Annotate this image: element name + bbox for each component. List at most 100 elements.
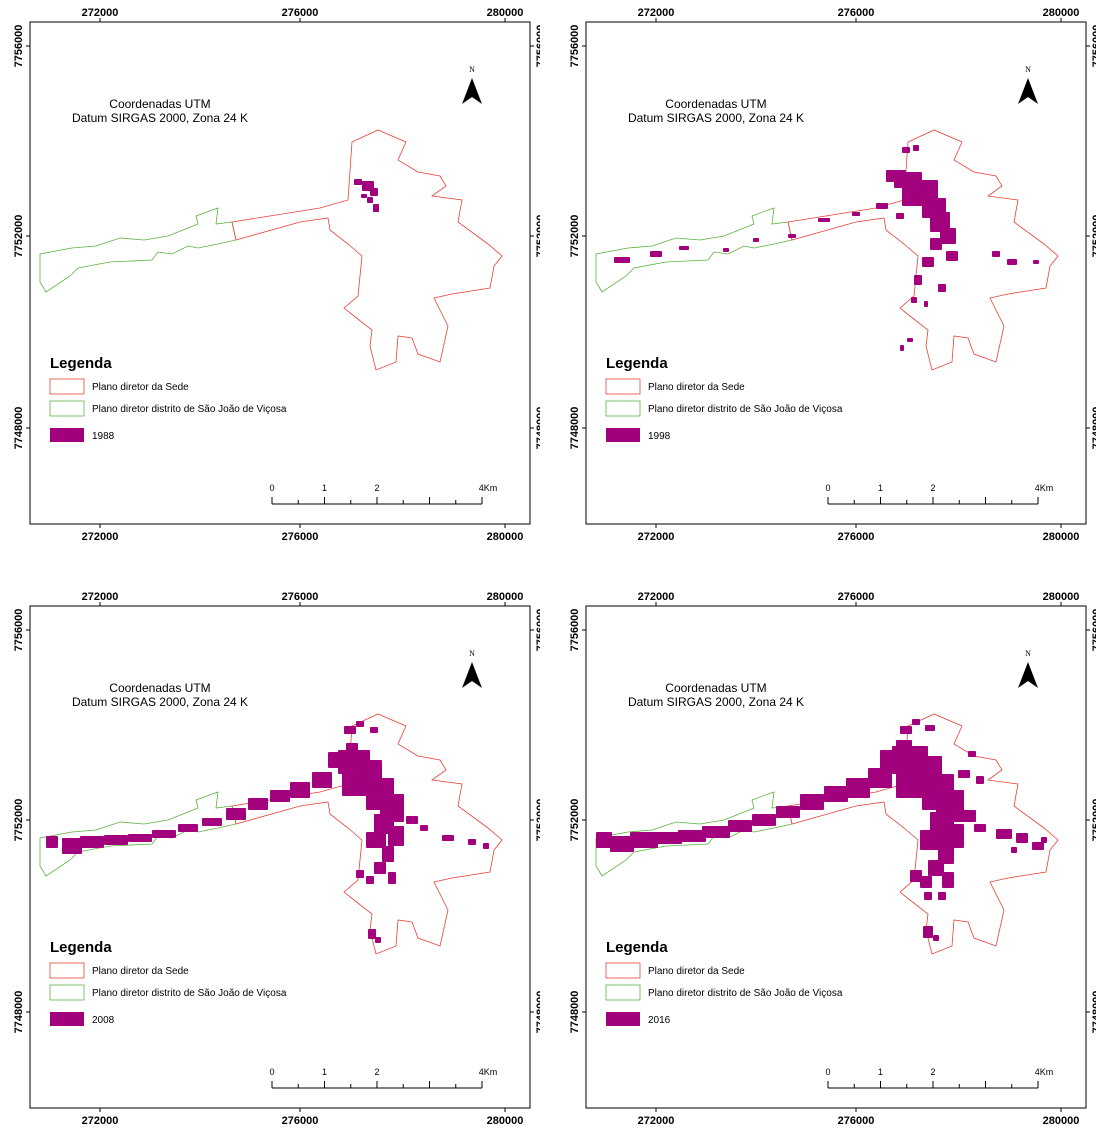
urban-patch <box>178 824 198 832</box>
scale-label: 4Km <box>479 483 498 493</box>
legend-swatch-year <box>50 428 84 442</box>
legend: Legenda Plano diretor da Sede Plano direto… <box>49 939 287 1026</box>
urban-patch <box>388 826 404 846</box>
urban-patch <box>728 820 752 832</box>
urban-patch <box>924 301 928 307</box>
map-svg: 272000 272000 276000 276000 280000 280000 7756… <box>569 591 1096 1127</box>
map-panel-2016: 272000 272000 276000 276000 280000 280000 7756… <box>556 584 1096 1144</box>
bottom-tick-label: 272000 <box>638 531 675 543</box>
utm-title: Coordenadas UTM <box>109 97 210 111</box>
urban-patch <box>914 275 922 285</box>
legend-label-year: 1998 <box>648 431 671 442</box>
bottom-tick-label: 272000 <box>638 1115 675 1127</box>
urban-patch <box>852 212 860 216</box>
legend: Legenda Plano diretor da Sede Plano direto… <box>49 355 287 442</box>
right-tick-label: 7748000 <box>535 407 540 450</box>
urban-patch <box>483 843 489 849</box>
right-tick-label: 7756000 <box>1091 25 1096 68</box>
urban-patch <box>996 829 1012 839</box>
urban-patch <box>846 778 870 798</box>
urban-patch <box>944 824 964 848</box>
urban-patch <box>226 808 246 820</box>
right-tick-label: 7756000 <box>535 25 540 68</box>
top-tick-label: 280000 <box>1043 591 1080 603</box>
left-tick-label: 7748000 <box>569 407 581 450</box>
urban-area-layer <box>354 179 379 212</box>
urban-patch <box>788 234 796 238</box>
legend-label-sede: Plano diretor da Sede <box>648 382 745 393</box>
urban-patch <box>824 786 848 802</box>
urban-patch <box>610 836 634 852</box>
urban-patch <box>290 782 310 798</box>
legend-title: Legenda <box>606 355 668 372</box>
utm-title: Coordenadas UTM <box>665 681 766 695</box>
right-tick-label: 7748000 <box>1091 407 1096 450</box>
map-frame <box>29 605 531 1109</box>
north-label: N <box>469 65 475 74</box>
legend-label-sede: Plano diretor da Sede <box>648 966 745 977</box>
urban-patch <box>375 937 381 943</box>
urban-patch <box>80 836 104 848</box>
urban-patch <box>894 172 922 188</box>
scale-bar: 0 1 2 4Km <box>825 483 1054 505</box>
left-tick-label: 7756000 <box>569 25 581 68</box>
map-frame <box>585 605 1087 1109</box>
urban-patch <box>942 872 954 888</box>
urban-patch <box>876 203 888 209</box>
urban-patch <box>976 776 984 784</box>
urban-patch <box>650 251 662 257</box>
legend-swatch-district <box>605 400 641 417</box>
urban-patch <box>753 238 759 242</box>
scale-label: 0 <box>269 483 274 493</box>
urban-patch <box>902 147 910 153</box>
datum-label: Datum SIRGAS 2000, Zona 24 K <box>72 695 248 709</box>
legend-swatch-district <box>605 984 641 1001</box>
urban-patch <box>958 770 970 778</box>
urban-patch <box>960 810 976 822</box>
urban-patch <box>406 816 418 824</box>
legend-label-year: 2008 <box>92 1015 115 1026</box>
map-svg: 272000 272000 276000 276000 280000 280000 7756… <box>569 7 1096 543</box>
urban-patch <box>968 751 976 757</box>
urban-patch <box>312 772 332 788</box>
left-tick-label: 7752000 <box>569 215 581 258</box>
top-tick-label: 276000 <box>282 7 319 19</box>
urban-patch <box>344 726 356 734</box>
bottom-tick-label: 280000 <box>487 1115 524 1127</box>
right-tick-label: 7752000 <box>1091 215 1096 258</box>
bottom-tick-label: 280000 <box>487 531 524 543</box>
sede-boundary <box>787 129 1059 371</box>
scale-bar: 0 1 2 4Km <box>269 1067 497 1089</box>
urban-patch <box>104 835 128 845</box>
left-tick-label: 7752000 <box>13 215 25 258</box>
north-label: N <box>469 649 475 658</box>
scale-label: 4Km <box>1035 483 1054 493</box>
north-label: N <box>1025 65 1031 74</box>
urban-patch <box>930 238 942 250</box>
legend-label-district: Plano diretor distrito de São João de Vi… <box>92 404 287 415</box>
urban-patch <box>992 251 1000 257</box>
north-arrow-icon: N <box>462 649 482 688</box>
urban-area-layer <box>596 719 1047 941</box>
legend-swatch-district <box>49 400 85 417</box>
urban-patch <box>370 188 378 196</box>
legend-label-year: 2016 <box>648 1015 671 1026</box>
urban-patch <box>614 257 630 263</box>
urban-patch <box>366 876 374 884</box>
urban-patch <box>924 892 932 900</box>
right-tick-label: 7752000 <box>535 799 540 842</box>
scale-label: 1 <box>322 483 327 493</box>
urban-patch <box>752 814 776 826</box>
scale-label: 0 <box>825 483 830 493</box>
north-label: N <box>1025 649 1031 658</box>
legend-swatch-sede <box>605 962 641 979</box>
urban-patch <box>382 846 394 862</box>
urban-patch <box>1016 833 1028 843</box>
top-tick-label: 276000 <box>838 7 875 19</box>
bottom-tick-label: 276000 <box>838 1115 875 1127</box>
urban-patch <box>388 872 396 884</box>
left-tick-label: 7748000 <box>569 991 581 1034</box>
left-tick-label: 7752000 <box>569 799 581 842</box>
bottom-tick-label: 280000 <box>1043 1115 1080 1127</box>
urban-patch <box>248 798 268 810</box>
